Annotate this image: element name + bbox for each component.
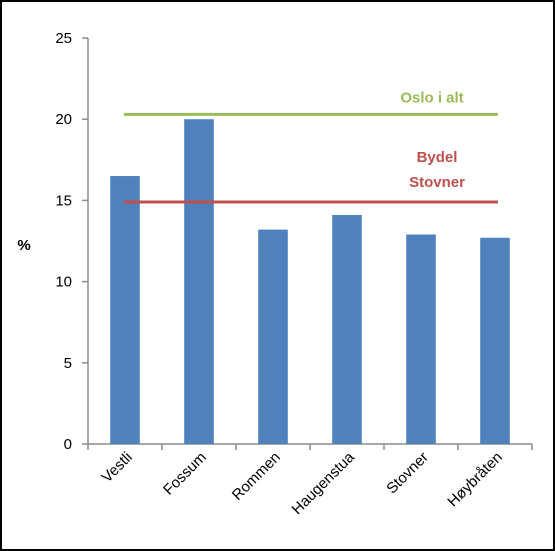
reference-line-label: Bydel [417,149,458,166]
x-tick-label: Rommen [229,449,284,504]
bar [406,234,436,444]
reference-line-label: Stovner [409,174,465,191]
y-tick-label: 5 [64,355,72,372]
bar [110,176,140,445]
reference-line-label: Oslo i alt [400,89,463,106]
y-tick-label: 25 [55,30,72,47]
y-tick-label: 20 [55,111,72,128]
x-tick-label: Høybråten [444,449,506,511]
x-tick-label: Haugenstua [289,448,359,518]
y-tick-label: 10 [55,274,72,291]
bar [480,237,510,444]
bar [332,215,362,444]
y-tick-label: 15 [55,192,72,209]
y-tick-label: 0 [64,436,72,453]
x-tick-label: Fossum [160,449,210,499]
x-tick-label: Stovner [383,449,432,498]
x-tick-label: Vestli [98,449,135,486]
y-axis-title: % [17,237,30,254]
bar [184,119,214,444]
bar [258,229,288,444]
